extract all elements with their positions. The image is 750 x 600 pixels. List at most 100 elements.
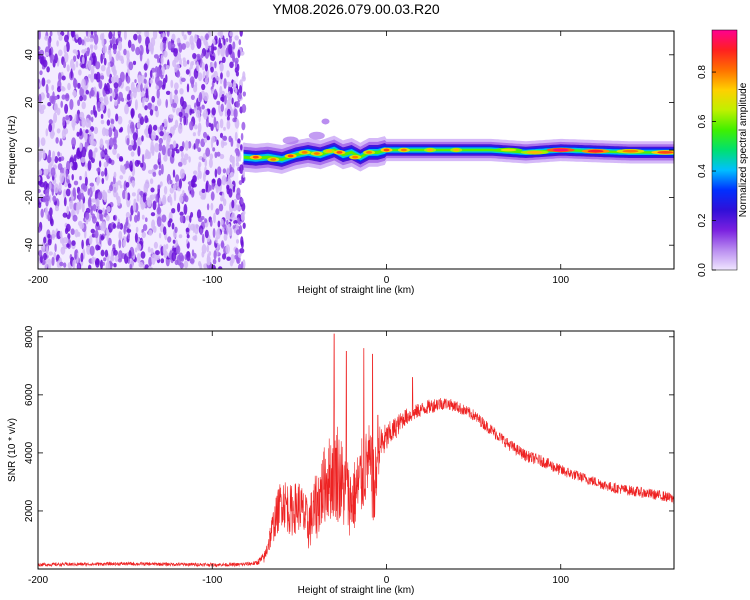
noise-speckle (90, 228, 96, 234)
noise-speckle (79, 95, 84, 102)
noise-speckle (92, 55, 96, 67)
noise-speckle (65, 115, 70, 121)
noise-speckle (236, 143, 240, 149)
noise-speckle (90, 110, 94, 115)
noise-speckle (47, 37, 51, 49)
noise-speckle (182, 60, 188, 67)
noise-speckle (188, 67, 192, 77)
noise-speckle (67, 82, 71, 91)
noise-speckle (92, 204, 97, 212)
noise-speckle (182, 100, 187, 110)
noise-speckle (229, 171, 235, 178)
noise-speckle (149, 79, 153, 84)
noise-speckle (151, 145, 155, 157)
noise-speckle (38, 249, 43, 257)
noise-speckle (233, 108, 238, 119)
noise-speckle (231, 97, 234, 105)
noise-speckle (206, 136, 211, 141)
noise-speckle (85, 207, 91, 214)
noise-speckle (47, 238, 52, 246)
noise-speckle (93, 31, 97, 37)
noise-speckle (193, 107, 197, 113)
noise-speckle (179, 214, 184, 224)
noise-speckle (228, 82, 233, 88)
noise-speckle (166, 31, 170, 37)
noise-speckle (42, 150, 46, 160)
noise-speckle (200, 216, 205, 220)
noise-speckle (43, 181, 48, 190)
noise-speckle (43, 252, 47, 261)
colorbar-label: Normalized spectral amplitude (738, 82, 749, 217)
noise-speckle (212, 147, 216, 152)
noise-speckle (195, 138, 199, 149)
noise-speckle (85, 50, 90, 57)
hotspot-core (657, 150, 674, 154)
noise-speckle (118, 250, 123, 261)
noise-speckle (90, 65, 95, 75)
noise-speckle (222, 168, 227, 174)
noise-speckle (105, 214, 110, 222)
noise-speckle (169, 114, 174, 119)
noise-speckle (171, 148, 175, 158)
noise-speckle (158, 80, 163, 88)
noise-speckle (242, 222, 246, 229)
noise-speckle (124, 104, 129, 115)
noise-speckle (200, 194, 206, 200)
noise-speckle (238, 93, 242, 100)
noise-speckle (120, 165, 126, 174)
noise-speckle (163, 50, 168, 58)
noise-speckle (177, 123, 183, 134)
noise-speckle (141, 135, 144, 142)
noise-speckle (108, 127, 113, 138)
noise-speckle (38, 31, 41, 40)
noise-speckle (228, 135, 232, 143)
noise-speckle (104, 85, 108, 92)
noise-speckle (210, 123, 214, 131)
noise-speckle (215, 208, 220, 216)
noise-speckle (150, 37, 156, 47)
noise-speckle (239, 164, 244, 175)
noise-speckle (131, 180, 136, 187)
noise-speckle (46, 79, 51, 84)
noise-speckle (103, 95, 109, 104)
noise-speckle (137, 145, 141, 157)
noise-speckle (49, 215, 53, 225)
noise-speckle (124, 190, 128, 201)
noise-speckle (165, 74, 168, 83)
noise-speckle (192, 132, 196, 137)
noise-speckle (140, 251, 146, 259)
noise-speckle (118, 55, 124, 61)
noise-speckle (237, 263, 242, 269)
noise-speckle (98, 160, 102, 168)
noise-speckle (125, 86, 129, 92)
noise-speckle (69, 200, 74, 209)
noise-speckle (198, 92, 203, 103)
noise-speckle (67, 183, 72, 189)
noise-speckle (136, 243, 142, 251)
noise-speckle (147, 102, 152, 110)
noise-speckle (80, 63, 86, 69)
noise-speckle (131, 124, 135, 134)
noise-speckle (144, 179, 150, 189)
noise-speckle (63, 166, 67, 176)
spectrogram-x-tick-label: -100 (202, 275, 222, 286)
noise-speckle (103, 193, 107, 203)
noise-speckle (155, 254, 161, 261)
noise-speckle (189, 35, 194, 46)
noise-speckle (119, 175, 124, 180)
noise-speckle (88, 235, 93, 245)
noise-speckle (183, 34, 187, 41)
noise-speckle (70, 31, 76, 38)
noise-speckle (198, 161, 202, 168)
noise-speckle (179, 145, 184, 152)
noise-speckle (209, 153, 214, 160)
noise-speckle (50, 167, 56, 177)
noise-speckle (74, 249, 78, 260)
noise-speckle (136, 214, 140, 222)
noise-speckle (110, 250, 114, 261)
noise-speckle (81, 201, 85, 213)
noise-speckle (95, 258, 100, 268)
snr-y-tick-label: 2000 (24, 499, 35, 522)
noise-speckle (65, 188, 71, 197)
noise-speckle (108, 184, 114, 192)
